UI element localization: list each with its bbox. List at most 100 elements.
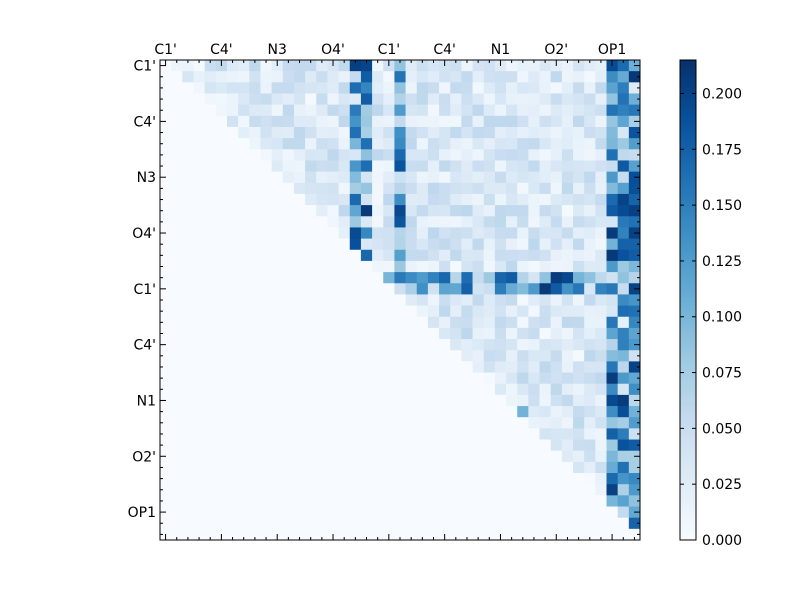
heatmap-cell: [450, 60, 462, 72]
heatmap-cell: [305, 394, 317, 407]
heatmap-cell: [405, 149, 418, 161]
heatmap-cell: [561, 283, 574, 295]
heatmap-cell: [271, 82, 284, 94]
heatmap-cell: [226, 171, 239, 184]
heatmap-cell: [606, 182, 619, 195]
heatmap-cell: [360, 238, 373, 251]
heatmap-cell: [539, 171, 552, 184]
heatmap-cell: [249, 82, 261, 94]
heatmap-cell: [204, 238, 217, 251]
heatmap-cell: [528, 93, 540, 106]
heatmap-cell: [238, 160, 250, 173]
heatmap-cell: [204, 361, 217, 373]
heatmap-cell: [584, 484, 596, 496]
heatmap-cell: [349, 93, 362, 106]
heatmap-cell: [215, 82, 228, 94]
heatmap-cell: [439, 149, 451, 161]
heatmap-cell: [282, 361, 295, 373]
heatmap-cell: [617, 171, 630, 184]
heatmap-cell: [327, 294, 340, 306]
heatmap-cell: [394, 406, 406, 418]
heatmap-cell: [249, 316, 261, 329]
heatmap-cell: [483, 193, 496, 206]
heatmap-cell: [171, 260, 183, 273]
heatmap-cell: [561, 327, 574, 340]
heatmap-cell: [305, 428, 317, 440]
heatmap-cell: [461, 305, 473, 318]
heatmap-cell: [528, 283, 540, 295]
heatmap-cell: [360, 506, 373, 519]
heatmap-cell: [160, 160, 172, 173]
heatmap-cell: [427, 528, 440, 541]
heatmap-cell: [204, 216, 217, 228]
heatmap-cell: [171, 428, 183, 440]
heatmap-cell: [349, 216, 362, 228]
heatmap-cell: [506, 126, 518, 139]
heatmap-cell: [171, 361, 183, 373]
heatmap-cell: [416, 450, 429, 463]
heatmap-cell: [327, 428, 340, 440]
heatmap-cell: [506, 216, 518, 228]
heatmap-cell: [573, 227, 585, 240]
heatmap-cell: [528, 227, 540, 240]
heatmap-cell: [383, 283, 395, 295]
heatmap-cell: [550, 372, 563, 385]
heatmap-cell: [494, 305, 507, 318]
heatmap-cell: [573, 484, 585, 496]
heatmap-cell: [450, 417, 462, 429]
heatmap-cell: [405, 450, 418, 463]
heatmap-cell: [193, 450, 206, 463]
heatmap-cell: [349, 473, 362, 485]
heatmap-cell: [427, 160, 440, 173]
heatmap-cell: [416, 104, 429, 117]
heatmap-cell: [193, 506, 206, 519]
heatmap-cell: [405, 327, 418, 340]
heatmap-cell: [528, 82, 540, 94]
heatmap-cell: [472, 361, 485, 373]
heatmap-cell: [416, 216, 429, 228]
heatmap-cell: [215, 350, 228, 362]
heatmap-cell: [226, 160, 239, 173]
heatmap-cell: [561, 82, 574, 94]
heatmap-cell: [405, 428, 418, 440]
heatmap-cell: [383, 216, 395, 228]
heatmap-cell: [617, 327, 630, 340]
heatmap-cell: [338, 406, 351, 418]
heatmap-cell: [372, 205, 384, 217]
heatmap-cell: [539, 361, 552, 373]
heatmap-cell: [539, 394, 552, 407]
heatmap-cell: [561, 60, 574, 72]
heatmap-cell: [617, 216, 630, 228]
heatmap-cell: [427, 473, 440, 485]
heatmap-cell: [238, 71, 250, 83]
heatmap-cell: [338, 238, 351, 251]
heatmap-cell: [517, 372, 529, 385]
heatmap-cell: [450, 339, 462, 351]
heatmap-cell: [271, 417, 284, 429]
heatmap-cell: [327, 372, 340, 385]
heatmap-cell: [171, 193, 183, 206]
heatmap-cell: [595, 171, 607, 184]
heatmap-cell: [617, 439, 630, 452]
heatmap-cell: [427, 227, 440, 240]
heatmap-cell: [539, 484, 552, 496]
heatmap-cell: [539, 104, 552, 117]
heatmap-cell: [360, 528, 373, 541]
heatmap-cell: [383, 305, 395, 318]
heatmap-cell: [360, 93, 373, 106]
heatmap-cell: [450, 361, 462, 373]
heatmap-cell: [249, 238, 261, 251]
heatmap-cell: [595, 238, 607, 251]
heatmap-cell: [372, 517, 384, 530]
heatmap-cell: [305, 484, 317, 496]
heatmap-cell: [528, 104, 540, 117]
heatmap-cell: [305, 283, 317, 295]
heatmap-cell: [171, 305, 183, 318]
heatmap-cell: [338, 417, 351, 429]
heatmap-cell: [271, 260, 284, 273]
heatmap-cell: [461, 60, 473, 72]
heatmap-cell: [182, 115, 194, 128]
heatmap-cell: [204, 517, 217, 530]
heatmap-cell: [472, 283, 485, 295]
heatmap-cell: [372, 82, 384, 94]
